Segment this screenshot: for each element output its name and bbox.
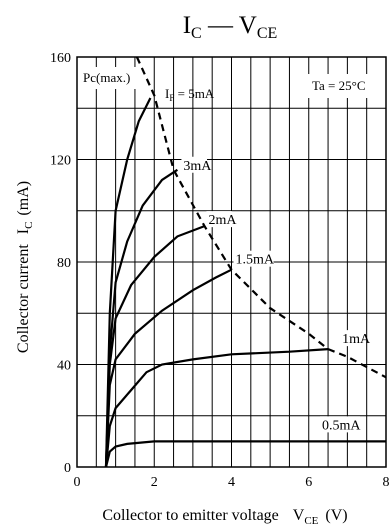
curve-3mA xyxy=(104,168,179,468)
x-tick-label: 2 xyxy=(151,475,158,490)
curve-1.5mA xyxy=(104,268,232,468)
x-tick-label: 8 xyxy=(383,475,389,490)
y-tick-label: 0 xyxy=(64,461,71,476)
chart-title: IC — VCE xyxy=(183,12,278,42)
curve-label-bg xyxy=(233,250,274,267)
y-tick-label: 80 xyxy=(57,256,71,271)
curve-label: 1.5mA xyxy=(236,253,275,268)
y-tick-label: 120 xyxy=(50,154,71,169)
pc-max-curve xyxy=(135,56,387,379)
pc-max-label: Pc(max.) xyxy=(83,70,130,85)
curves: 3mA 2mA 1.5mA 1mA 0.5mA xyxy=(104,56,387,468)
y-tick-labels: 0 40 80 120 160 xyxy=(50,51,71,476)
curve-label-bg xyxy=(320,416,360,433)
x-tick-label: 6 xyxy=(305,475,312,490)
y-axis-label: Collector currentIC(mA) xyxy=(15,181,35,353)
curve-1mA xyxy=(104,348,329,468)
curve-label: 3mA xyxy=(183,159,212,174)
curve-label-bg xyxy=(206,211,233,228)
x-tick-label: 0 xyxy=(74,475,81,490)
curve-label-bg xyxy=(340,330,366,347)
ta-label: Ta = 25°C xyxy=(312,78,366,93)
grid xyxy=(76,56,387,468)
curve-label: 2mA xyxy=(208,213,237,228)
curve-2mA xyxy=(104,225,205,468)
curve-label: 1mA xyxy=(342,332,371,347)
plot-frame xyxy=(76,56,387,468)
y-tick-label: 160 xyxy=(50,51,71,66)
curve-label: 0.5mA xyxy=(322,418,361,433)
curve-label-bg xyxy=(181,156,208,173)
if-5ma-label: IF = 5mA xyxy=(165,86,215,103)
curve-0.5mA xyxy=(104,440,386,468)
pc-max-box xyxy=(79,67,145,89)
ta-box xyxy=(304,74,384,98)
curve-5mA xyxy=(104,97,152,468)
x-tick-label: 4 xyxy=(228,475,235,490)
x-tick-labels: 0 2 4 6 8 xyxy=(74,475,389,490)
y-tick-label: 40 xyxy=(57,359,71,374)
x-axis-label: Collector to emitter voltage VCE (V) xyxy=(102,507,347,527)
